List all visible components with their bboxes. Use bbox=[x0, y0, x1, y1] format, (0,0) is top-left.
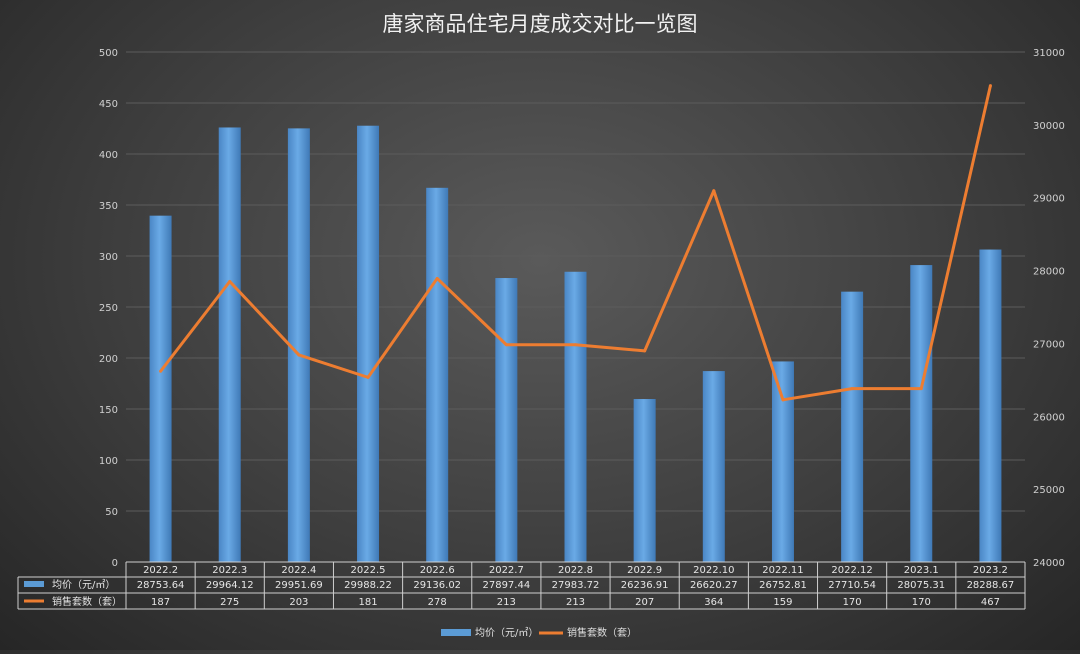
data-label-price: 29136.02 bbox=[413, 580, 461, 591]
right-axis: 24000 25000 26000 27000 28000 29000 30000 31000 bbox=[1033, 48, 1065, 569]
x-axis-category-label: 2022.5 bbox=[351, 565, 386, 576]
bar bbox=[979, 249, 1002, 562]
left-axis-tick-label: 250 bbox=[99, 303, 118, 314]
line-point bbox=[643, 349, 647, 353]
bar bbox=[357, 125, 380, 563]
bar bbox=[771, 361, 794, 562]
data-label-price: 29988.22 bbox=[344, 580, 392, 591]
x-axis-category-label: 2023.1 bbox=[904, 565, 939, 576]
x-axis-category-label: 2022.3 bbox=[212, 565, 247, 576]
line-point bbox=[504, 343, 508, 347]
left-axis-tick-label: 50 bbox=[105, 507, 118, 518]
right-axis-tick-label: 25000 bbox=[1033, 485, 1065, 496]
line-point bbox=[159, 369, 163, 373]
data-label-count: 181 bbox=[358, 597, 377, 608]
bar bbox=[218, 127, 241, 563]
right-axis-tick-label: 30000 bbox=[1033, 121, 1065, 132]
line-point bbox=[228, 280, 232, 283]
right-axis-tick-label: 29000 bbox=[1033, 194, 1065, 205]
data-label-count: 278 bbox=[428, 597, 447, 608]
right-axis-tick-label: 26000 bbox=[1033, 412, 1065, 423]
data-label-count: 170 bbox=[912, 597, 931, 608]
data-label-price: 29951.69 bbox=[275, 580, 323, 591]
bar bbox=[564, 271, 587, 562]
bar bbox=[495, 278, 518, 562]
line-point bbox=[366, 375, 370, 379]
bar bbox=[426, 187, 449, 562]
left-axis-tick-label: 400 bbox=[99, 150, 118, 161]
left-axis-tick-label: 100 bbox=[99, 456, 118, 467]
legend-swatch-bar bbox=[441, 629, 471, 636]
line-point bbox=[781, 398, 785, 402]
bar bbox=[149, 215, 172, 562]
x-axis-category-label: 2022.8 bbox=[558, 565, 593, 576]
data-label-price: 26752.81 bbox=[759, 580, 807, 591]
x-axis-category-label: 2022.10 bbox=[693, 565, 734, 576]
left-axis: 0 50 100 150 200 250 300 350 400 450 500 bbox=[99, 48, 118, 569]
left-axis-tick-label: 350 bbox=[99, 201, 118, 212]
data-label-price: 26620.27 bbox=[690, 580, 738, 591]
x-axis-category-label: 2022.11 bbox=[762, 565, 803, 576]
x-axis-category-label: 2022.2 bbox=[143, 565, 178, 576]
data-label-count: 187 bbox=[151, 597, 170, 608]
line-point bbox=[988, 84, 992, 88]
left-axis-tick-label: 500 bbox=[99, 48, 118, 59]
data-label-count: 364 bbox=[704, 597, 723, 608]
data-table: 2022.2 2022.3 2022.4 2022.5 2022.6 2022.7 2022… bbox=[17, 561, 1026, 610]
bar bbox=[287, 128, 310, 562]
line-point bbox=[850, 387, 854, 391]
line-series bbox=[159, 84, 992, 402]
right-axis-tick-label: 28000 bbox=[1033, 267, 1065, 278]
x-axis-category-label: 2023.2 bbox=[973, 565, 1008, 576]
data-label-price: 27710.54 bbox=[828, 580, 876, 591]
left-axis-tick-label: 450 bbox=[99, 99, 118, 110]
data-label-price: 29964.12 bbox=[206, 580, 254, 591]
right-axis-tick-label: 27000 bbox=[1033, 339, 1065, 350]
x-axis-category-label: 2022.7 bbox=[489, 565, 524, 576]
x-axis-category-label: 2022.12 bbox=[831, 565, 872, 576]
data-label-count: 159 bbox=[773, 597, 792, 608]
bar bbox=[841, 291, 864, 562]
data-label-price: 28075.31 bbox=[897, 580, 945, 591]
line-point bbox=[919, 387, 923, 391]
data-label-price: 27983.72 bbox=[552, 580, 600, 591]
left-axis-tick-label: 0 bbox=[112, 558, 118, 569]
data-label-price: 28753.64 bbox=[137, 580, 185, 591]
data-label-count: 203 bbox=[289, 597, 308, 608]
bar bbox=[910, 265, 933, 562]
left-axis-tick-label: 300 bbox=[99, 252, 118, 263]
table-row-swatch-bar bbox=[24, 581, 44, 587]
line-point bbox=[712, 189, 716, 193]
legend-label-count: 销售套数（套） bbox=[567, 626, 637, 639]
line-point bbox=[574, 343, 577, 347]
bar bbox=[702, 371, 725, 562]
table-row-header: 均价（元/㎡） bbox=[52, 579, 115, 591]
x-axis-category-label: 2022.9 bbox=[627, 565, 662, 576]
x-axis-category-label: 2022.4 bbox=[281, 565, 316, 576]
line-point bbox=[435, 276, 439, 280]
left-axis-tick-label: 200 bbox=[99, 354, 118, 365]
data-label-count: 467 bbox=[981, 597, 1000, 608]
data-label-price: 28288.67 bbox=[967, 580, 1015, 591]
data-label-count: 170 bbox=[843, 597, 862, 608]
data-label-count: 275 bbox=[220, 597, 239, 608]
data-label-price: 27897.44 bbox=[482, 580, 530, 591]
data-label-count: 213 bbox=[566, 597, 585, 608]
right-axis-tick-label: 31000 bbox=[1033, 48, 1065, 59]
right-axis-tick-label: 24000 bbox=[1033, 558, 1065, 569]
chart-title: 唐家商品住宅月度成交对比一览图 bbox=[383, 12, 698, 36]
bar bbox=[633, 399, 656, 562]
table-row-header: 销售套数（套） bbox=[52, 595, 122, 608]
bar-series bbox=[149, 125, 1002, 563]
data-label-price: 26236.91 bbox=[621, 580, 669, 591]
x-axis-category-label: 2022.6 bbox=[420, 565, 455, 576]
legend-label-price: 均价（元/㎡） bbox=[475, 627, 538, 639]
legend: 均价（元/㎡） 销售套数（套） bbox=[441, 626, 637, 639]
data-label-count: 207 bbox=[635, 597, 654, 608]
line-point bbox=[297, 353, 301, 357]
left-axis-tick-label: 150 bbox=[99, 405, 118, 416]
data-label-count: 213 bbox=[497, 597, 516, 608]
